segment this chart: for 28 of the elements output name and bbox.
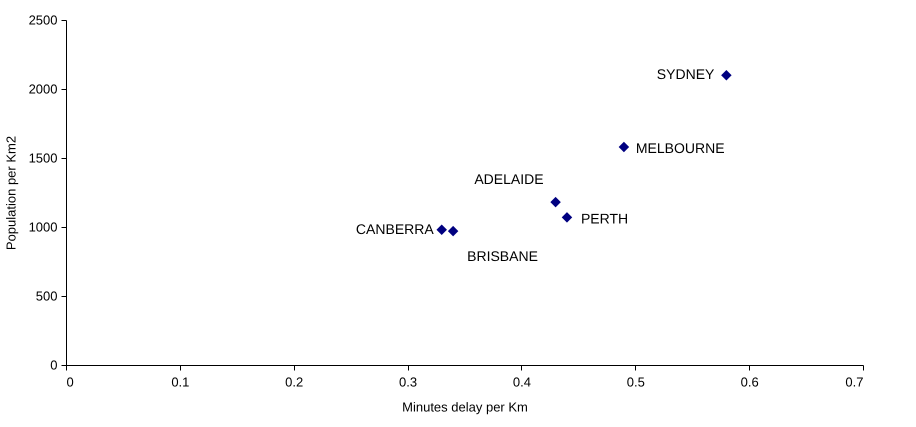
x-tick-label: 0.4 (512, 374, 531, 390)
x-tick-label: 0 (66, 374, 74, 390)
y-tick-label: 0 (50, 358, 58, 372)
annotation: MELBOURNE (636, 140, 725, 156)
x-tick-label: 0.7 (845, 374, 864, 390)
x-tick-label: 0.2 (285, 374, 304, 390)
y-tick-label: 2000 (28, 82, 58, 96)
x-axis-title: Minutes delay per Km (402, 400, 528, 414)
annotation: BRISBANE (467, 248, 538, 264)
point (448, 226, 458, 236)
annotation: SYDNEY (656, 66, 716, 82)
point (618, 142, 630, 152)
annotation: PERTH (580, 210, 628, 226)
y-tick-label: 1500 (28, 150, 58, 166)
point (550, 196, 561, 208)
point (436, 224, 447, 236)
annotation: ADELAIDE (474, 171, 544, 188)
y-tick-label: 1000 (28, 220, 58, 234)
x-tick-label: 0.6 (740, 374, 759, 390)
y-axis-title: Population per Km2 (4, 136, 19, 250)
x-tick-label: 0.1 (171, 374, 190, 390)
x-tick-label: 0.5 (626, 374, 645, 390)
y-tick-label: 500 (36, 288, 58, 304)
annotation: CANBERRA (356, 220, 434, 237)
y-tick-label: 2500 (28, 12, 58, 28)
x-tick-label: 0.3 (399, 374, 418, 390)
point (562, 212, 572, 223)
point (721, 70, 732, 80)
